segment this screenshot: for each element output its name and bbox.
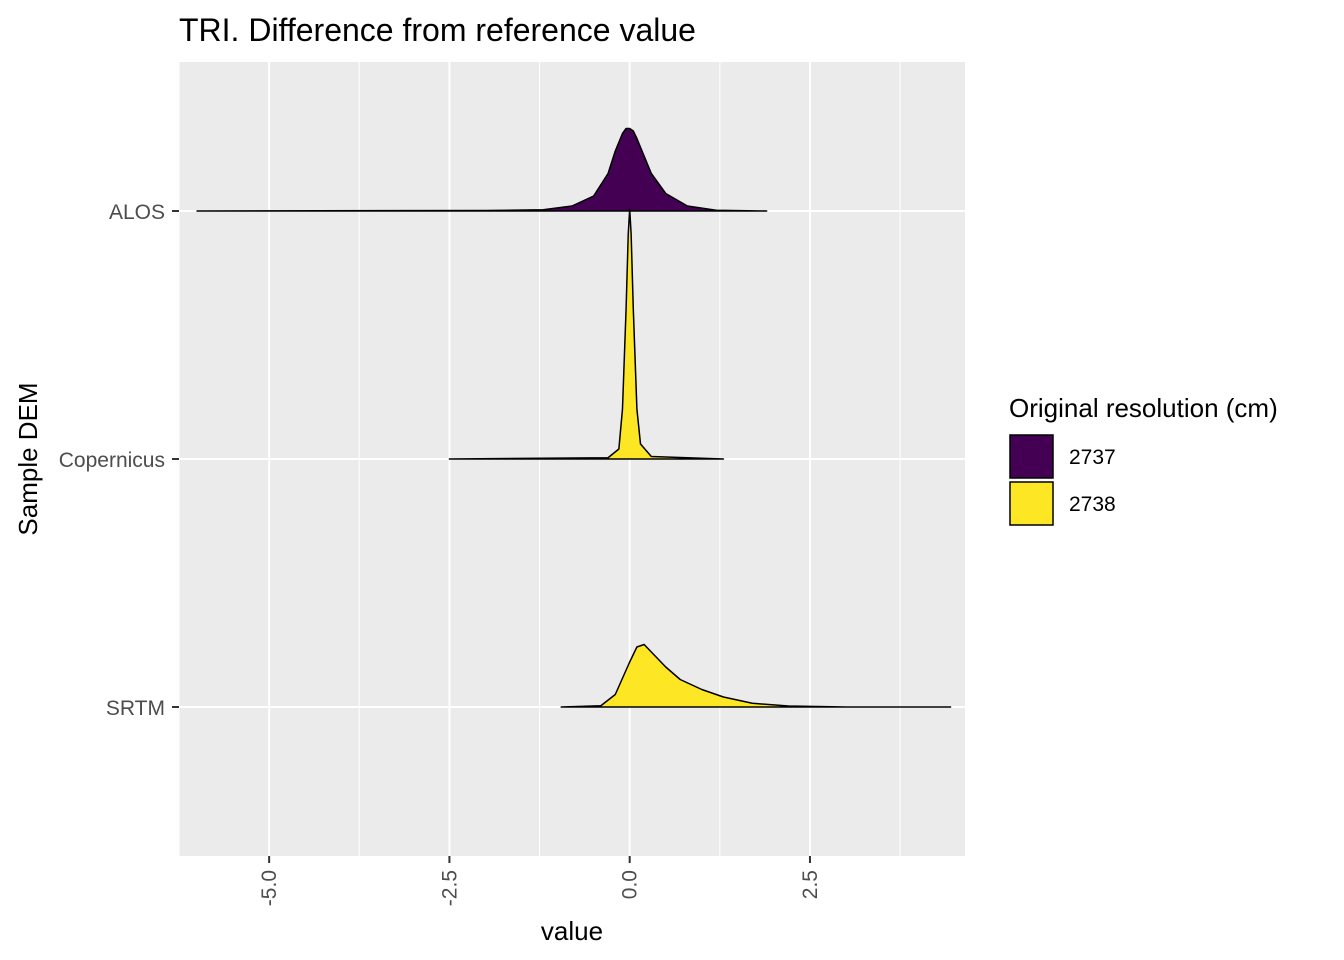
density-ridge-srtm — [560, 643, 952, 708]
x-tick-label: 2.5 — [799, 870, 822, 899]
density-ridge-alos — [196, 127, 768, 212]
ridges — [196, 127, 952, 708]
y-tick-label: Copernicus — [59, 449, 165, 472]
y-axis-title: Sample DEM — [13, 382, 43, 535]
legend-label: 2738 — [1069, 493, 1116, 516]
legend-swatch — [1009, 481, 1054, 526]
chart-title: TRI. Difference from reference value — [179, 12, 696, 48]
legend-label: 2737 — [1069, 446, 1116, 469]
x-tick-label: 0.0 — [619, 870, 642, 899]
legend: Original resolution (cm) 2737 2738 — [1009, 393, 1278, 526]
density-ridge-copernicus — [448, 208, 725, 460]
y-axis: ALOS Copernicus SRTM — [59, 201, 179, 720]
legend-swatch — [1009, 434, 1054, 479]
x-axis: -5.0 -2.5 0.0 2.5 — [258, 856, 822, 906]
x-tick-label: -5.0 — [258, 870, 281, 906]
legend-title: Original resolution (cm) — [1009, 393, 1278, 423]
y-tick-label: ALOS — [109, 201, 165, 224]
x-tick-label: -2.5 — [438, 870, 461, 906]
y-tick-label: SRTM — [106, 697, 165, 720]
x-axis-title: value — [541, 916, 603, 946]
